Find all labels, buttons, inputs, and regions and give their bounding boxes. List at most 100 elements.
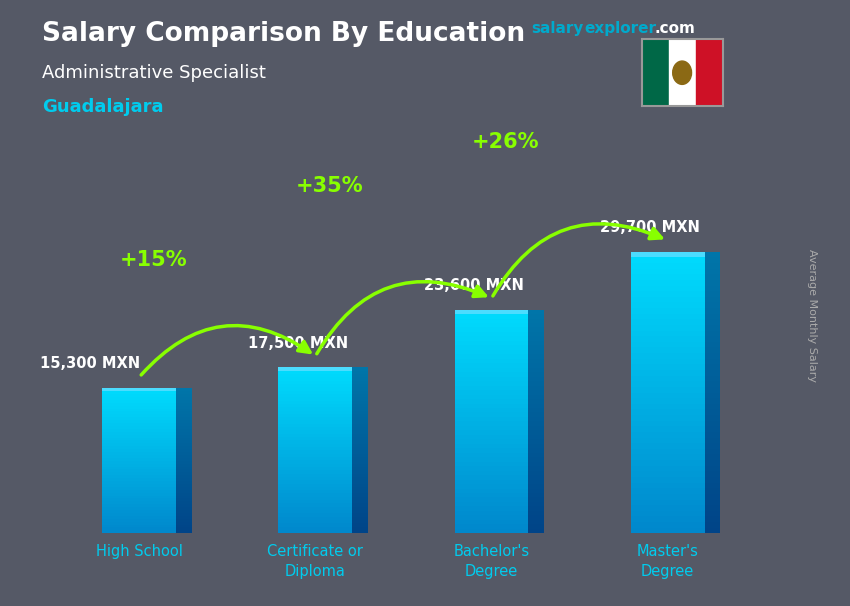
Bar xyxy=(176,481,192,484)
Bar xyxy=(353,490,368,493)
Bar xyxy=(631,342,705,347)
Bar xyxy=(455,520,529,524)
Bar xyxy=(631,460,705,466)
Bar xyxy=(102,475,176,478)
Bar xyxy=(353,447,368,450)
Bar xyxy=(102,464,176,467)
Bar xyxy=(631,404,705,410)
Bar xyxy=(176,391,192,394)
Bar xyxy=(102,470,176,472)
Bar xyxy=(102,444,176,446)
Circle shape xyxy=(672,61,692,84)
Bar xyxy=(102,431,176,435)
Bar xyxy=(705,376,720,381)
Bar xyxy=(102,484,176,487)
Bar xyxy=(529,417,544,421)
Bar xyxy=(279,454,353,457)
Bar xyxy=(455,310,529,314)
Bar xyxy=(353,371,368,374)
Bar xyxy=(176,499,192,501)
Bar xyxy=(529,310,544,314)
Bar xyxy=(176,438,192,441)
Bar xyxy=(705,415,720,421)
Bar xyxy=(353,527,368,530)
Bar xyxy=(353,374,368,378)
Bar xyxy=(455,332,529,336)
Bar xyxy=(353,517,368,520)
Bar xyxy=(176,470,192,472)
Bar xyxy=(631,499,705,505)
Bar xyxy=(102,493,176,496)
Bar xyxy=(705,477,720,482)
Bar xyxy=(705,302,720,308)
Bar xyxy=(176,403,192,405)
Bar xyxy=(353,510,368,513)
Bar xyxy=(102,472,176,475)
Bar xyxy=(705,398,720,404)
Bar xyxy=(102,467,176,470)
Text: +35%: +35% xyxy=(296,176,363,196)
Bar xyxy=(529,493,544,498)
Bar xyxy=(529,426,544,430)
Bar xyxy=(102,423,176,426)
Bar xyxy=(631,308,705,314)
Bar xyxy=(455,435,529,439)
Bar xyxy=(279,477,353,480)
Bar xyxy=(705,393,720,398)
Bar xyxy=(631,516,705,522)
Bar xyxy=(176,467,192,470)
Bar xyxy=(455,395,529,399)
Bar xyxy=(529,435,544,439)
Bar xyxy=(455,458,529,462)
Bar xyxy=(279,487,353,490)
Bar xyxy=(176,397,192,400)
Bar xyxy=(353,497,368,500)
Bar xyxy=(279,398,353,401)
Bar xyxy=(529,466,544,471)
Bar xyxy=(455,448,529,453)
Bar xyxy=(279,374,353,378)
Bar xyxy=(455,498,529,502)
Bar xyxy=(631,251,705,258)
Bar xyxy=(102,438,176,441)
Bar xyxy=(631,268,705,275)
Bar xyxy=(705,314,720,319)
Bar xyxy=(455,430,529,435)
Bar xyxy=(705,353,720,359)
Bar xyxy=(705,347,720,353)
Bar xyxy=(455,502,529,507)
Bar xyxy=(353,500,368,504)
Bar xyxy=(631,443,705,449)
Text: Administrative Specialist: Administrative Specialist xyxy=(42,64,266,82)
Bar xyxy=(176,501,192,504)
Bar xyxy=(529,413,544,417)
Bar xyxy=(353,461,368,464)
Bar xyxy=(631,449,705,454)
Bar xyxy=(176,418,192,420)
Bar xyxy=(176,472,192,475)
Bar xyxy=(705,280,720,285)
Bar xyxy=(631,251,705,258)
Bar xyxy=(353,434,368,437)
Bar xyxy=(529,395,544,399)
Bar xyxy=(279,493,353,497)
Bar xyxy=(102,513,176,516)
Bar xyxy=(529,529,544,533)
Bar xyxy=(529,430,544,435)
Text: 17,500 MXN: 17,500 MXN xyxy=(247,336,348,350)
Bar xyxy=(353,441,368,444)
Text: 15,300 MXN: 15,300 MXN xyxy=(40,356,140,371)
Bar xyxy=(631,319,705,325)
Bar xyxy=(176,490,192,493)
Bar xyxy=(455,475,529,479)
Bar xyxy=(529,448,544,453)
Bar xyxy=(279,497,353,500)
Bar xyxy=(705,449,720,454)
Bar xyxy=(631,432,705,438)
Bar xyxy=(353,381,368,384)
Bar xyxy=(705,471,720,477)
Bar xyxy=(455,390,529,395)
Bar xyxy=(529,458,544,462)
Text: Average Monthly Salary: Average Monthly Salary xyxy=(807,248,817,382)
Bar xyxy=(705,331,720,336)
